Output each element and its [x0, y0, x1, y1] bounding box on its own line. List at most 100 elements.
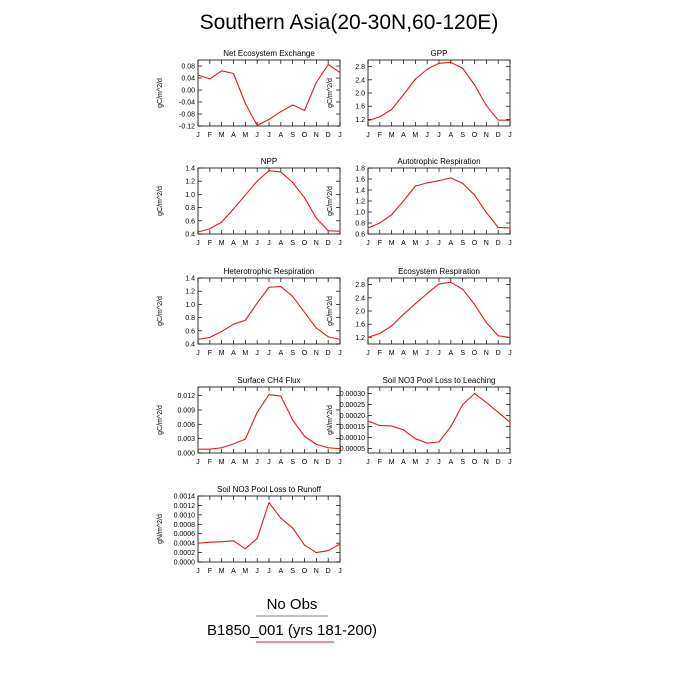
chart-1-point	[497, 119, 499, 121]
chart-0-point	[268, 118, 270, 120]
chart-0-point	[209, 78, 211, 80]
chart-8-point	[339, 543, 341, 545]
chart-5-xtick-label: J	[508, 350, 512, 357]
chart-6-point	[232, 443, 235, 445]
chart-8-ytick-label: 0.0012	[174, 503, 196, 510]
chart-1-point	[450, 61, 452, 63]
chart-8-xtick-label: D	[326, 568, 331, 575]
chart-3-xtick-label: O	[472, 240, 478, 247]
chart-1-point	[509, 119, 511, 121]
chart-2-ytick-label: 1.0	[185, 192, 195, 199]
chart-8-ytick-label: 0.0006	[174, 531, 196, 538]
chart-3-xtick-label: M	[389, 240, 395, 247]
chart-6-xtick-label: M	[242, 459, 248, 466]
chart-6-xtick-label: A	[231, 459, 236, 466]
chart-2-point	[209, 228, 211, 230]
chart-3: Autotrophic Respiration 1.8 1.6 1.4 1.2 1.0 0.…	[327, 157, 512, 247]
chart-4-title: Heterotrophic Respiration	[224, 267, 315, 276]
chart-3-point	[462, 182, 464, 184]
chart-6-xtick-label: J	[338, 459, 342, 466]
chart-2-point	[232, 208, 235, 210]
chart-5-ytick-label: 1.2	[355, 335, 365, 342]
chart-0-point	[197, 74, 199, 76]
chart-0-point	[256, 124, 258, 126]
chart-1-xtick-label: S	[460, 132, 465, 139]
chart-8-xtick-label: F	[208, 568, 212, 575]
chart-3-xtick-label: D	[496, 240, 501, 247]
chart-0-xtick-label: F	[208, 132, 212, 139]
chart-2-xtick-label: M	[242, 240, 248, 247]
chart-2-point	[292, 181, 294, 184]
chart-2-point	[221, 221, 223, 223]
chart-5-xtick-label: S	[460, 350, 465, 357]
chart-1-xtick-label: J	[437, 132, 441, 139]
chart-5-frame	[367, 277, 511, 345]
chart-0: Net Ecosystem Exchange 0.08 0.04 0.00 -0.04 -…	[157, 49, 342, 139]
chart-7-title: Soil NO3 Pool Loss to Leaching	[383, 376, 496, 385]
chart-0-point	[339, 72, 341, 74]
chart-3-point	[450, 177, 452, 179]
chart-4-xtick-label: D	[326, 350, 331, 357]
chart-7-xtick-label: M	[389, 459, 395, 466]
chart-2-xtick-label: J	[255, 240, 259, 247]
chart-1-ytick-label: 2.0	[355, 91, 365, 98]
chart-4-point	[221, 330, 223, 333]
chart-7-xtick-label: J	[366, 459, 370, 466]
chart-7-series-line	[367, 393, 511, 444]
chart-8-point	[197, 542, 199, 544]
chart-7-ytick-label: 0.00025	[340, 402, 365, 409]
chart-8-ylabel: gN/m^2/d	[157, 514, 164, 544]
chart-5-point	[367, 336, 369, 338]
chart-7-point	[462, 404, 464, 406]
chart-8: Soil NO3 Pool Loss to Runoff 0.0014 0.0012…	[157, 485, 342, 575]
chart-1-ylabel: gC/m^2/d	[327, 78, 334, 108]
chart-1-xtick-label: A	[448, 132, 453, 139]
chart-2-xtick-label: N	[314, 240, 319, 247]
chart-0-ytick-label: 0.00	[181, 88, 195, 95]
chart-2-ytick-label: 1.2	[185, 179, 195, 186]
chart-4-point	[244, 319, 246, 321]
chart-0-xtick-label: M	[242, 132, 248, 139]
chart-3-ytick-label: 1.4	[355, 188, 365, 195]
chart-2-series-line	[197, 170, 341, 233]
chart-2-point	[280, 171, 282, 173]
chart-3-ytick-label: 0.8	[355, 221, 365, 228]
chart-8-series-line	[197, 502, 341, 554]
chart-3-ytick-label: 0.6	[355, 232, 365, 239]
chart-4-point	[327, 336, 329, 338]
chart-3-xtick-label: N	[484, 240, 489, 247]
chart-7-point	[379, 424, 381, 427]
chart-1-xtick-label: J	[425, 132, 429, 139]
chart-4-xtick-label: M	[219, 350, 225, 357]
chart-7-point	[402, 429, 405, 431]
chart-4-ytick-label: 1.4	[185, 276, 195, 283]
chart-1-frame	[367, 59, 511, 127]
chart-6-ytick-label: 0.012	[177, 393, 195, 400]
chart-6-frame	[197, 386, 341, 454]
chart-5-point	[438, 283, 440, 285]
chart-2-point	[244, 194, 246, 196]
chart-2-xtick-label: S	[290, 240, 295, 247]
chart-3-point	[509, 227, 511, 229]
chart-2-xtick-label: M	[219, 240, 225, 247]
chart-3-xtick-label: S	[460, 240, 465, 247]
chart-1-ytick-label: 1.2	[355, 117, 365, 124]
chart-6-xtick-label: O	[302, 459, 308, 466]
chart-1-series-line	[367, 61, 511, 122]
chart-0-ylabel: gC/m^2/d	[157, 78, 164, 108]
chart-1-xtick-label: M	[389, 132, 395, 139]
chart-0-point	[303, 109, 306, 111]
chart-5-xtick-label: J	[425, 350, 429, 357]
chart-7-point	[367, 420, 369, 422]
chart-5-xtick-label: N	[484, 350, 489, 357]
chart-3-xtick-label: J	[508, 240, 512, 247]
chart-5-point	[462, 288, 464, 290]
chart-8-xtick-label: M	[219, 568, 225, 575]
chart-3-point	[367, 227, 369, 229]
chart-7-ytick-label: 0.00020	[340, 413, 365, 420]
chart-6-point	[221, 447, 223, 449]
chart-6-xtick-label: M	[219, 459, 225, 466]
chart-0-xtick-label: O	[302, 132, 308, 139]
chart-7-xtick-label: F	[378, 459, 382, 466]
chart-3-xtick-label: M	[412, 240, 418, 247]
